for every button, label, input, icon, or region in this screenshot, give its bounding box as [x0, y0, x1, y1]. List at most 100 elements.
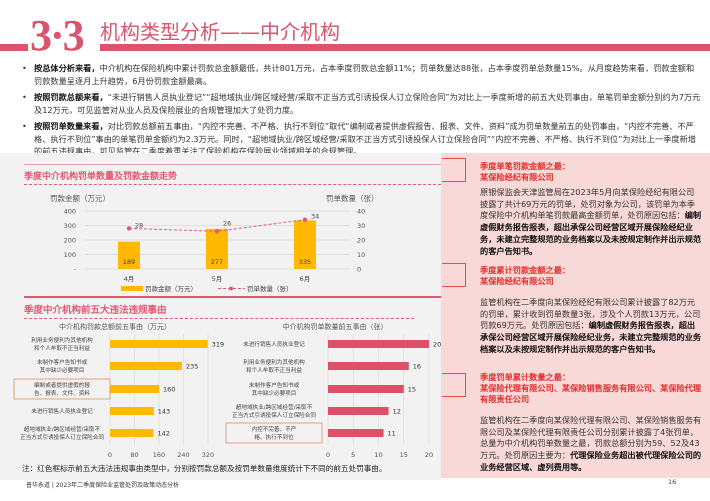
footnote: 注：红色框标示前五大违法违规事由类型中，分别按罚款总额及按罚单数量维度统计下不同… — [22, 464, 387, 473]
y-tick-label: 300 — [64, 222, 76, 230]
category-label: 利用业务便利为其他机构 — [243, 358, 305, 366]
category-label: 未制作客户告知书或 — [37, 358, 88, 366]
x-tick-label: 6月 — [300, 275, 311, 283]
page-number: 16 — [668, 478, 677, 486]
bullet-text: 对比罚款总额前五事由，“内控不完善、不严格、执行不到位”取代“编制或者提供虚假报… — [34, 121, 696, 156]
category-label: 超地域执业/跨区域经营/采取不 — [236, 403, 313, 411]
category-label: 内控不完善、不严 — [252, 425, 297, 433]
bar-value-label: 16 — [413, 363, 421, 371]
y-tick-label: 400 — [64, 208, 76, 216]
highlight-company: 某保险经纪有限公司 — [480, 276, 554, 286]
y2-tick-label: 20 — [357, 237, 365, 245]
bar-value-label: 335 — [299, 258, 311, 266]
network-icon — [442, 263, 466, 287]
y-axis-label: 罚款金额（万元） — [50, 193, 110, 203]
category-label: 未制作客户告知书或 — [249, 381, 300, 389]
bar — [328, 340, 429, 348]
subchart-title: 中介机构罚款总额前五事由（万元） — [59, 322, 171, 331]
line-series — [128, 219, 306, 232]
footer-text: 普华永道 | 2023年二季度保险业监管处罚及政策动态分析 — [26, 482, 180, 489]
bullet-text: 中介机构在保险机构中累计罚款总金额最低，共计801万元，占本季度罚款总金额11%… — [34, 63, 695, 86]
chart1-bottom-rule — [24, 296, 441, 298]
line-point — [126, 226, 132, 231]
bar-value-label: 143 — [158, 408, 170, 416]
y-tick-label: 100 — [64, 251, 76, 259]
category-label: 其中缺少必要项目 — [252, 389, 297, 397]
bar — [110, 385, 159, 393]
bar — [110, 407, 154, 415]
highlight-company: 某保险经纪有限公司 — [480, 172, 554, 182]
line-point — [214, 229, 220, 234]
x-tick-label: 160 — [153, 451, 165, 459]
x-tick-label: 5月 — [212, 275, 223, 283]
y2-tick-label: 0 — [357, 266, 361, 274]
highlight-body: 监管机构在二季度向某保险代理有限公司、某保险销售服务有限公司及某保险代理有限责任… — [480, 415, 702, 474]
x-tick-label: 0 — [326, 451, 330, 459]
category-label: 利用业务便利为其他机构 — [31, 336, 93, 344]
highlight-text: 监管机构在二季度向某保险经纪有限公司累计披露了82万元的罚单，累计收到罚单数量3… — [480, 297, 701, 331]
bar-value-label: 12 — [393, 408, 401, 416]
highlight-bold: 编制虚假财务报告报表，超出承保公司经营区域开展保险经纪业务，未建立完整规范的业务… — [480, 320, 702, 354]
highlight-bold: 编制虚假财务报告报表，超出承保公司经营区域开展保险经纪业务，未建立完整规范的业务… — [480, 210, 702, 256]
y-tick-label: - — [74, 266, 77, 274]
category-label: 未进行销售人员执业登记 — [31, 407, 93, 415]
bar — [328, 362, 409, 370]
y2-tick-label: 40 — [357, 208, 365, 216]
bullet-lead: 按照罚单数量来看， — [34, 121, 108, 131]
x-tick-label: 5 — [351, 451, 355, 459]
x-tick-label: 10 — [374, 451, 382, 459]
chart1-title: 季度中介机构罚单数量及罚款金额走势 — [24, 172, 178, 182]
category-label: 超地域执业/跨区域经营/采取不 — [24, 425, 101, 433]
bar-value-label: 11 — [388, 430, 396, 438]
page-title: 机构类型分析——中介机构 — [100, 20, 340, 44]
category-label: 其中缺少必要项目 — [40, 366, 85, 374]
subchart-title: 中介机构罚单数量前五事由（张） — [283, 322, 388, 331]
x-tick-label: 320 — [202, 451, 214, 459]
bar-value-label: 277 — [211, 258, 223, 266]
x-tick-label: 80 — [130, 451, 138, 459]
category-label: 编制或者提供虚假的报 — [34, 381, 90, 389]
charts-panel — [0, 153, 441, 480]
line-point — [302, 217, 308, 222]
y2-axis-label: 罚单数量（张） — [326, 193, 379, 203]
highlight-card: 季度罚单累计数量之最： 某保险代理有限公司、某保险销售服务有限公司、某保险代理有… — [480, 372, 702, 474]
line-value-label: 34 — [311, 213, 319, 221]
chart1-dashed-rule — [24, 184, 441, 185]
bullet-text: “未进行销售人员执业登记”“超地域执业/跨区域经营/采取不正当方式引诱投保人订立… — [34, 92, 701, 115]
x-tick-label: 15 — [400, 451, 408, 459]
bar-value-label: 189 — [123, 258, 135, 266]
legend-label: 罚款金额（万元） — [145, 284, 197, 293]
highlight-bold: 代理保险业务超出被代理保险公司的业务经营区域、虚列费用等。 — [480, 450, 702, 472]
highlight-heading: 季度累计罚款金额之最： — [480, 265, 571, 275]
highlight-company: 某保险代理有限公司、某保险销售服务有限公司、某保险代理有限责任公司 — [480, 383, 702, 404]
chart2-section-title: 季度中介机构前五大违法违规事由 — [24, 305, 167, 316]
trend-chart: 罚款金额（万元） 罚单数量（张） - 0 100 10 200 20 300 30 400 40 189… — [50, 193, 379, 293]
top5-charts: 中介机构罚款总额前五事由（万元）0 80 160 240 320319利用业务便利为其他… — [13, 322, 441, 459]
highlights-panel — [441, 153, 710, 478]
category-label: 和个人牟取不正当利益 — [246, 366, 302, 374]
category-label: 告、报表、文件、资料 — [34, 389, 90, 397]
bullet-lead: 按照罚款总额来看， — [34, 92, 108, 102]
x-tick-label: 4月 — [124, 275, 135, 283]
bar — [294, 220, 316, 269]
bar — [328, 429, 384, 437]
y2-tick-label: 10 — [357, 251, 365, 259]
highlight-box — [13, 378, 111, 400]
highlight-heading: 季度单笔罚款金额之最： — [480, 161, 571, 171]
highlight-body: 监管机构在二季度向某保险经纪有限公司累计披露了82万元的罚单，累计收到罚单数量3… — [480, 297, 702, 356]
summary-bullets: 按总体分析来看，中介机构在保险机构中累计罚款总金额最低，共计801万元，占本季度… — [22, 62, 702, 162]
chart1-top-rule — [24, 164, 441, 165]
legend-swatch-bar — [121, 286, 143, 291]
legend-swatch-point — [229, 286, 233, 291]
circuit-icon — [442, 158, 466, 182]
section-number: 3·3 — [30, 11, 85, 60]
bullet-lead: 按总体分析来看， — [34, 63, 100, 73]
x-tick-label: 240 — [177, 451, 189, 459]
x-tick-label: 20 — [425, 451, 433, 459]
category-label: 未进行销售人员执业登记 — [243, 340, 305, 348]
bar — [110, 340, 208, 348]
bar-value-label: 160 — [163, 386, 175, 394]
highlight-text: 原银保监会天津监管局在2023年5月向某保险经纪有限公司披露了共计69万元的罚单… — [480, 187, 696, 221]
category-label: 格、执行不到位 — [254, 433, 294, 441]
highlight-body: 原银保监会天津监管局在2023年5月向某保险经纪有限公司披露了共计69万元的罚单… — [480, 187, 702, 257]
